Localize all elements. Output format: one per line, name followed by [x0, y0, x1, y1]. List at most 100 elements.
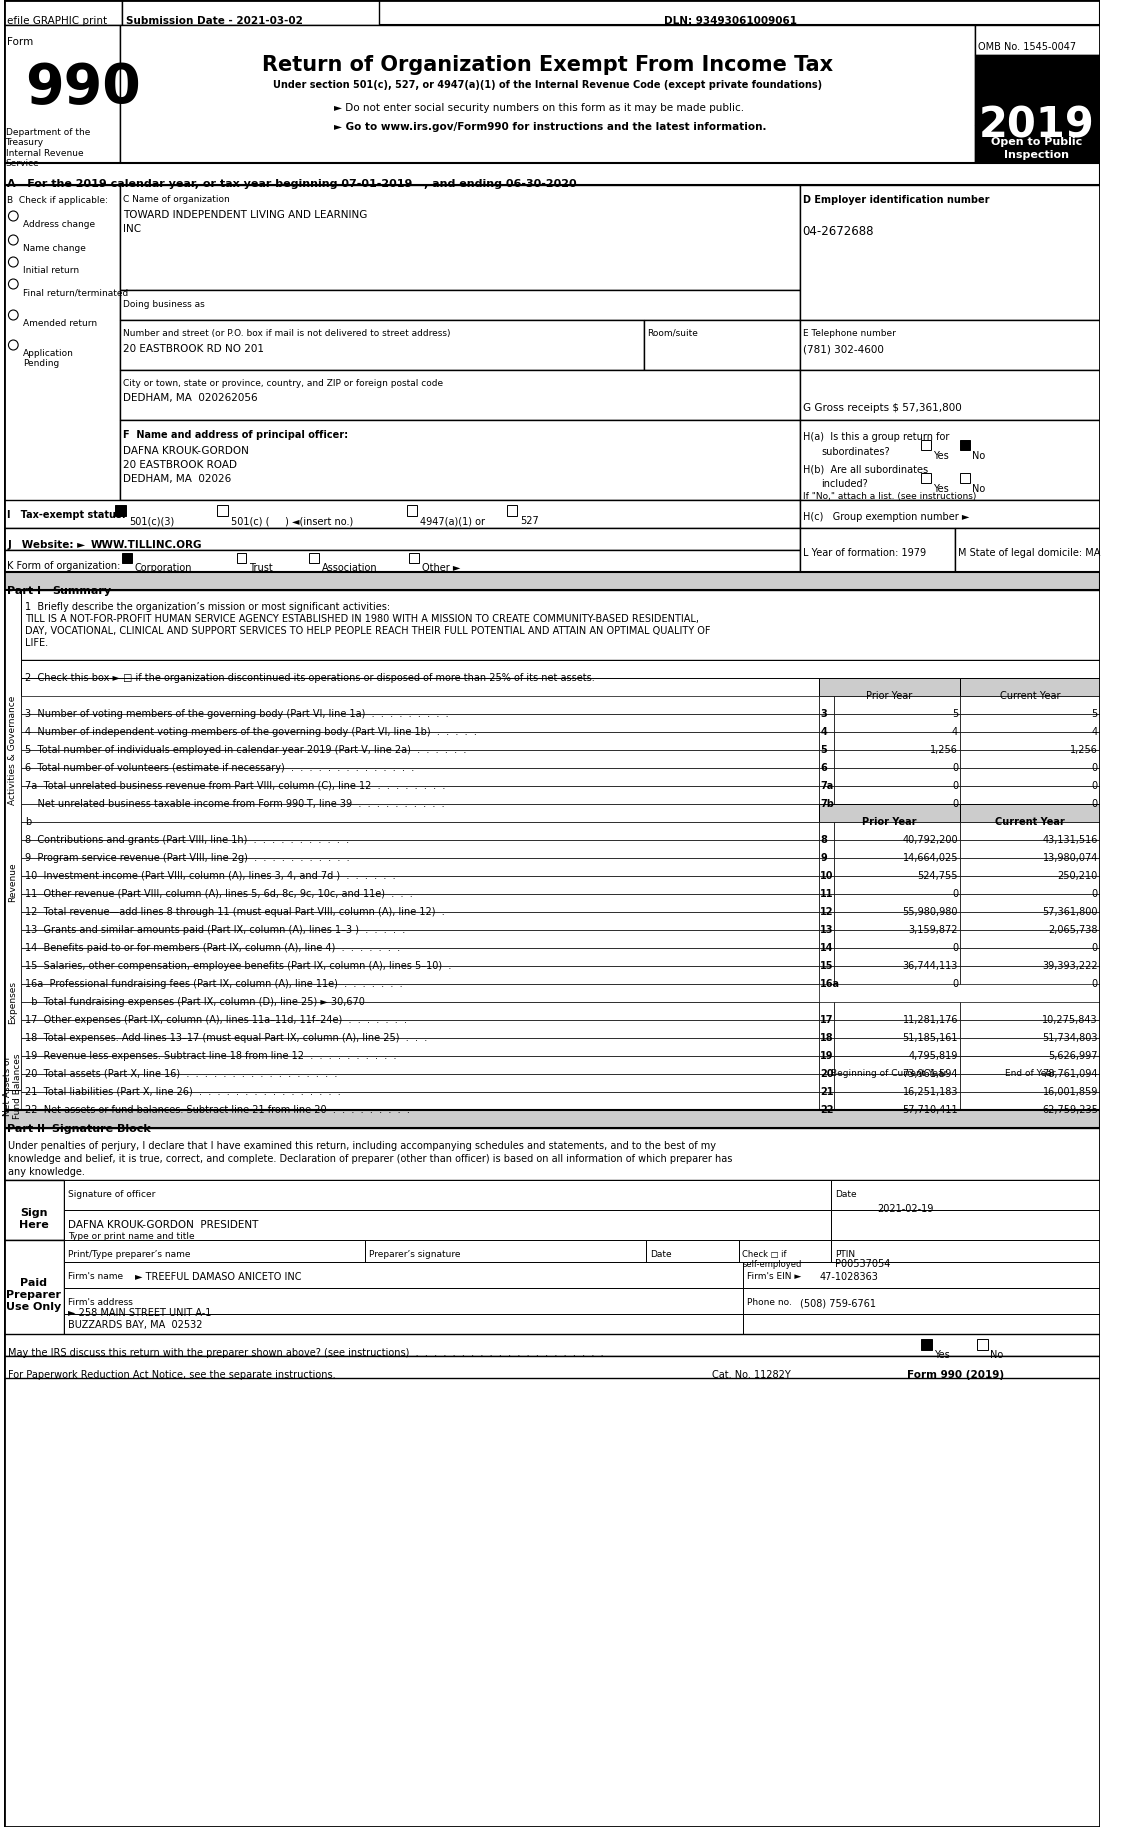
Text: 0: 0 [1092, 979, 1097, 988]
Circle shape [8, 258, 18, 267]
Bar [3, 590, 21, 1091]
Bar [3, 1180, 64, 1241]
Text: 20: 20 [820, 1069, 833, 1080]
Bar [960, 966, 1100, 985]
Text: 14  Benefits paid to or for members (Part IX, column (A), line 4)  .  .  .  .  .: 14 Benefits paid to or for members (Part… [25, 943, 400, 954]
Text: H(c)   Group exemption number ►: H(c) Group exemption number ► [803, 512, 969, 523]
Text: Yes: Yes [933, 451, 948, 460]
Bar [365, 1241, 647, 1262]
Text: 6: 6 [820, 764, 826, 773]
Bar [743, 1262, 1100, 1288]
Bar [3, 501, 799, 528]
Text: 11: 11 [820, 890, 833, 899]
Text: Open to Public: Open to Public [991, 137, 1083, 146]
Text: G Gross receipts $ 57,361,800: G Gross receipts $ 57,361,800 [803, 404, 962, 413]
Bar [21, 1093, 820, 1111]
Text: DAFNA KROUK-GORDON  PRESIDENT: DAFNA KROUK-GORDON PRESIDENT [68, 1220, 259, 1230]
Bar [960, 948, 1100, 966]
Bar [820, 859, 833, 875]
Text: Submission Date - 2021-03-02: Submission Date - 2021-03-02 [126, 16, 303, 26]
Bar [64, 1262, 743, 1288]
Text: 47-1028363: 47-1028363 [820, 1272, 878, 1283]
Text: Sign: Sign [20, 1208, 47, 1219]
Text: 78,761,094: 78,761,094 [1042, 1069, 1097, 1080]
Text: 3: 3 [820, 709, 826, 720]
Bar [799, 528, 955, 572]
Bar [309, 554, 320, 563]
Text: DAFNA KROUK-GORDON: DAFNA KROUK-GORDON [123, 446, 248, 457]
Bar [960, 714, 1100, 733]
Bar [21, 786, 820, 804]
Bar [3, 528, 799, 550]
Text: 3,159,872: 3,159,872 [909, 924, 959, 935]
Text: 22: 22 [820, 1105, 833, 1114]
Bar [64, 1180, 831, 1209]
Text: 7a  Total unrelated business revenue from Part VIII, column (C), line 12  .  .  : 7a Total unrelated business revenue from… [25, 780, 445, 791]
Bar [115, 504, 126, 515]
Text: Trust: Trust [250, 563, 273, 574]
Text: Final return/terminated: Final return/terminated [23, 289, 129, 298]
Text: 15  Salaries, other compensation, employee benefits (Part IX, column (A), lines : 15 Salaries, other compensation, employe… [25, 961, 452, 970]
Bar [960, 840, 1100, 859]
Bar [799, 185, 1100, 320]
Bar [738, 1241, 831, 1262]
Text: 13,980,074: 13,980,074 [1042, 853, 1097, 862]
Bar [820, 1074, 833, 1093]
Text: Net Assets or
Fund Balances: Net Assets or Fund Balances [2, 1052, 23, 1118]
Bar [960, 893, 1100, 912]
Text: 3  Number of voting members of the governing body (Part VI, line 1a)  .  .  .  .: 3 Number of voting members of the govern… [25, 709, 448, 720]
Text: Number and street (or P.O. box if mail is not delivered to street address): Number and street (or P.O. box if mail i… [123, 329, 450, 338]
Bar [3, 1334, 1100, 1356]
Bar [120, 320, 645, 371]
Bar [21, 696, 820, 714]
Bar [833, 966, 960, 985]
Text: 250,210: 250,210 [1058, 871, 1097, 881]
Bar [21, 751, 820, 767]
Bar [820, 1093, 833, 1111]
Bar [960, 1056, 1100, 1074]
Text: 40,792,200: 40,792,200 [902, 835, 959, 846]
Text: D Employer identification number: D Employer identification number [803, 195, 989, 205]
Bar [831, 1241, 1100, 1262]
Bar [820, 1056, 833, 1074]
Text: Signature of officer: Signature of officer [68, 1189, 155, 1199]
Bar [820, 948, 833, 966]
Text: Under section 501(c), 527, or 4947(a)(1) of the Internal Revenue Code (except pr: Under section 501(c), 527, or 4947(a)(1)… [273, 80, 822, 90]
Bar [21, 859, 820, 875]
Text: P00537054: P00537054 [834, 1259, 890, 1270]
Bar [955, 528, 1100, 572]
Text: 16,251,183: 16,251,183 [902, 1087, 959, 1096]
Bar [833, 696, 960, 714]
Bar [960, 1001, 1100, 1019]
Text: 11  Other revenue (Part VIII, column (A), lines 5, 6d, 8c, 9c, 10c, and 11e)  . : 11 Other revenue (Part VIII, column (A),… [25, 890, 413, 899]
Text: 20 EASTBROOK RD NO 201: 20 EASTBROOK RD NO 201 [123, 343, 264, 354]
Bar [645, 320, 799, 371]
Bar [833, 786, 960, 804]
Text: 21: 21 [820, 1087, 833, 1096]
Text: Prior Year: Prior Year [861, 817, 917, 828]
Text: Inspection: Inspection [1004, 150, 1069, 161]
Text: 527: 527 [520, 515, 539, 526]
Text: 39,393,222: 39,393,222 [1042, 961, 1097, 970]
Text: Firm's EIN ►: Firm's EIN ► [747, 1272, 802, 1281]
Text: Cat. No. 11282Y: Cat. No. 11282Y [712, 1370, 791, 1379]
Text: Type or print name and title: Type or print name and title [68, 1231, 194, 1241]
Bar [120, 185, 799, 290]
Text: E Telephone number: E Telephone number [803, 329, 895, 338]
Text: (508) 759-6761: (508) 759-6761 [799, 1297, 876, 1308]
Bar [820, 966, 833, 985]
Text: ► Do not enter social security numbers on this form as it may be made public.: ► Do not enter social security numbers o… [334, 102, 744, 113]
Bar [3, 550, 799, 572]
Text: 36,744,113: 36,744,113 [903, 961, 959, 970]
Text: Paid: Paid [20, 1279, 47, 1288]
Circle shape [8, 311, 18, 320]
Bar [960, 473, 970, 482]
Text: For Paperwork Reduction Act Notice, see the separate instructions.: For Paperwork Reduction Act Notice, see … [8, 1370, 336, 1379]
Text: 51,185,161: 51,185,161 [902, 1032, 959, 1043]
Bar [743, 1314, 1100, 1334]
Text: Firm's name: Firm's name [68, 1272, 123, 1281]
Bar [831, 1180, 1100, 1209]
Text: Initial return: Initial return [23, 267, 79, 276]
Bar [960, 678, 1100, 696]
Bar [833, 751, 960, 767]
